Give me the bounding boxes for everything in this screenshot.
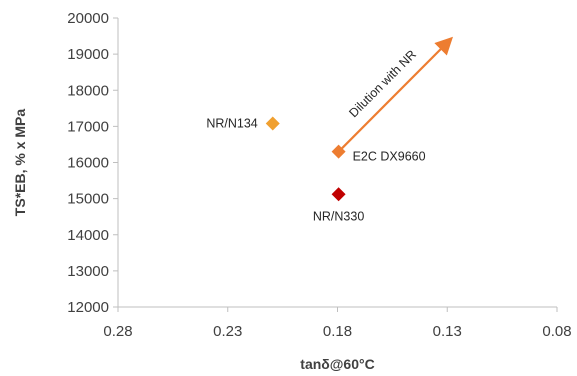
chart-axes bbox=[113, 17, 558, 312]
y-tick-label: 13000 bbox=[67, 263, 109, 280]
chart-marks: Dilution with NR NR/N134 E2C DX9660 NR/N330 bbox=[206, 36, 454, 223]
x-tick-label: 0.08 bbox=[542, 323, 571, 340]
x-tick-label: 0.28 bbox=[103, 323, 132, 340]
data-point bbox=[265, 116, 280, 131]
y-tick-label: 19000 bbox=[67, 46, 109, 63]
y-tick-label: 18000 bbox=[67, 82, 109, 99]
y-tick-label: 17000 bbox=[67, 118, 109, 135]
data-point bbox=[331, 144, 346, 159]
data-point bbox=[331, 187, 346, 202]
data-point-label: NR/N330 bbox=[313, 209, 364, 223]
y-tick-label: 15000 bbox=[67, 191, 109, 208]
x-tick-label: 0.13 bbox=[433, 323, 462, 340]
dilution-arrow bbox=[337, 36, 454, 153]
x-axis-title: tanδ@60°C bbox=[300, 356, 374, 372]
y-tick-label: 14000 bbox=[67, 227, 109, 244]
data-point-label: NR/N134 bbox=[206, 116, 257, 130]
y-tick-label: 16000 bbox=[67, 155, 109, 172]
y-tick-label: 20000 bbox=[67, 10, 109, 27]
arrow-label: Dilution with NR bbox=[346, 47, 419, 120]
x-tick-labels: 0.28 0.23 0.18 0.13 0.08 bbox=[103, 323, 571, 340]
x-tick-label: 0.18 bbox=[323, 323, 352, 340]
data-point-label: E2C DX9660 bbox=[353, 150, 426, 164]
x-tick-label: 0.23 bbox=[213, 323, 242, 340]
y-axis-title: TS*EB, % x MPa bbox=[12, 109, 28, 217]
y-tick-labels: 12000 13000 14000 15000 16000 17000 18000 19000… bbox=[67, 10, 109, 316]
y-tick-label: 12000 bbox=[67, 299, 109, 316]
